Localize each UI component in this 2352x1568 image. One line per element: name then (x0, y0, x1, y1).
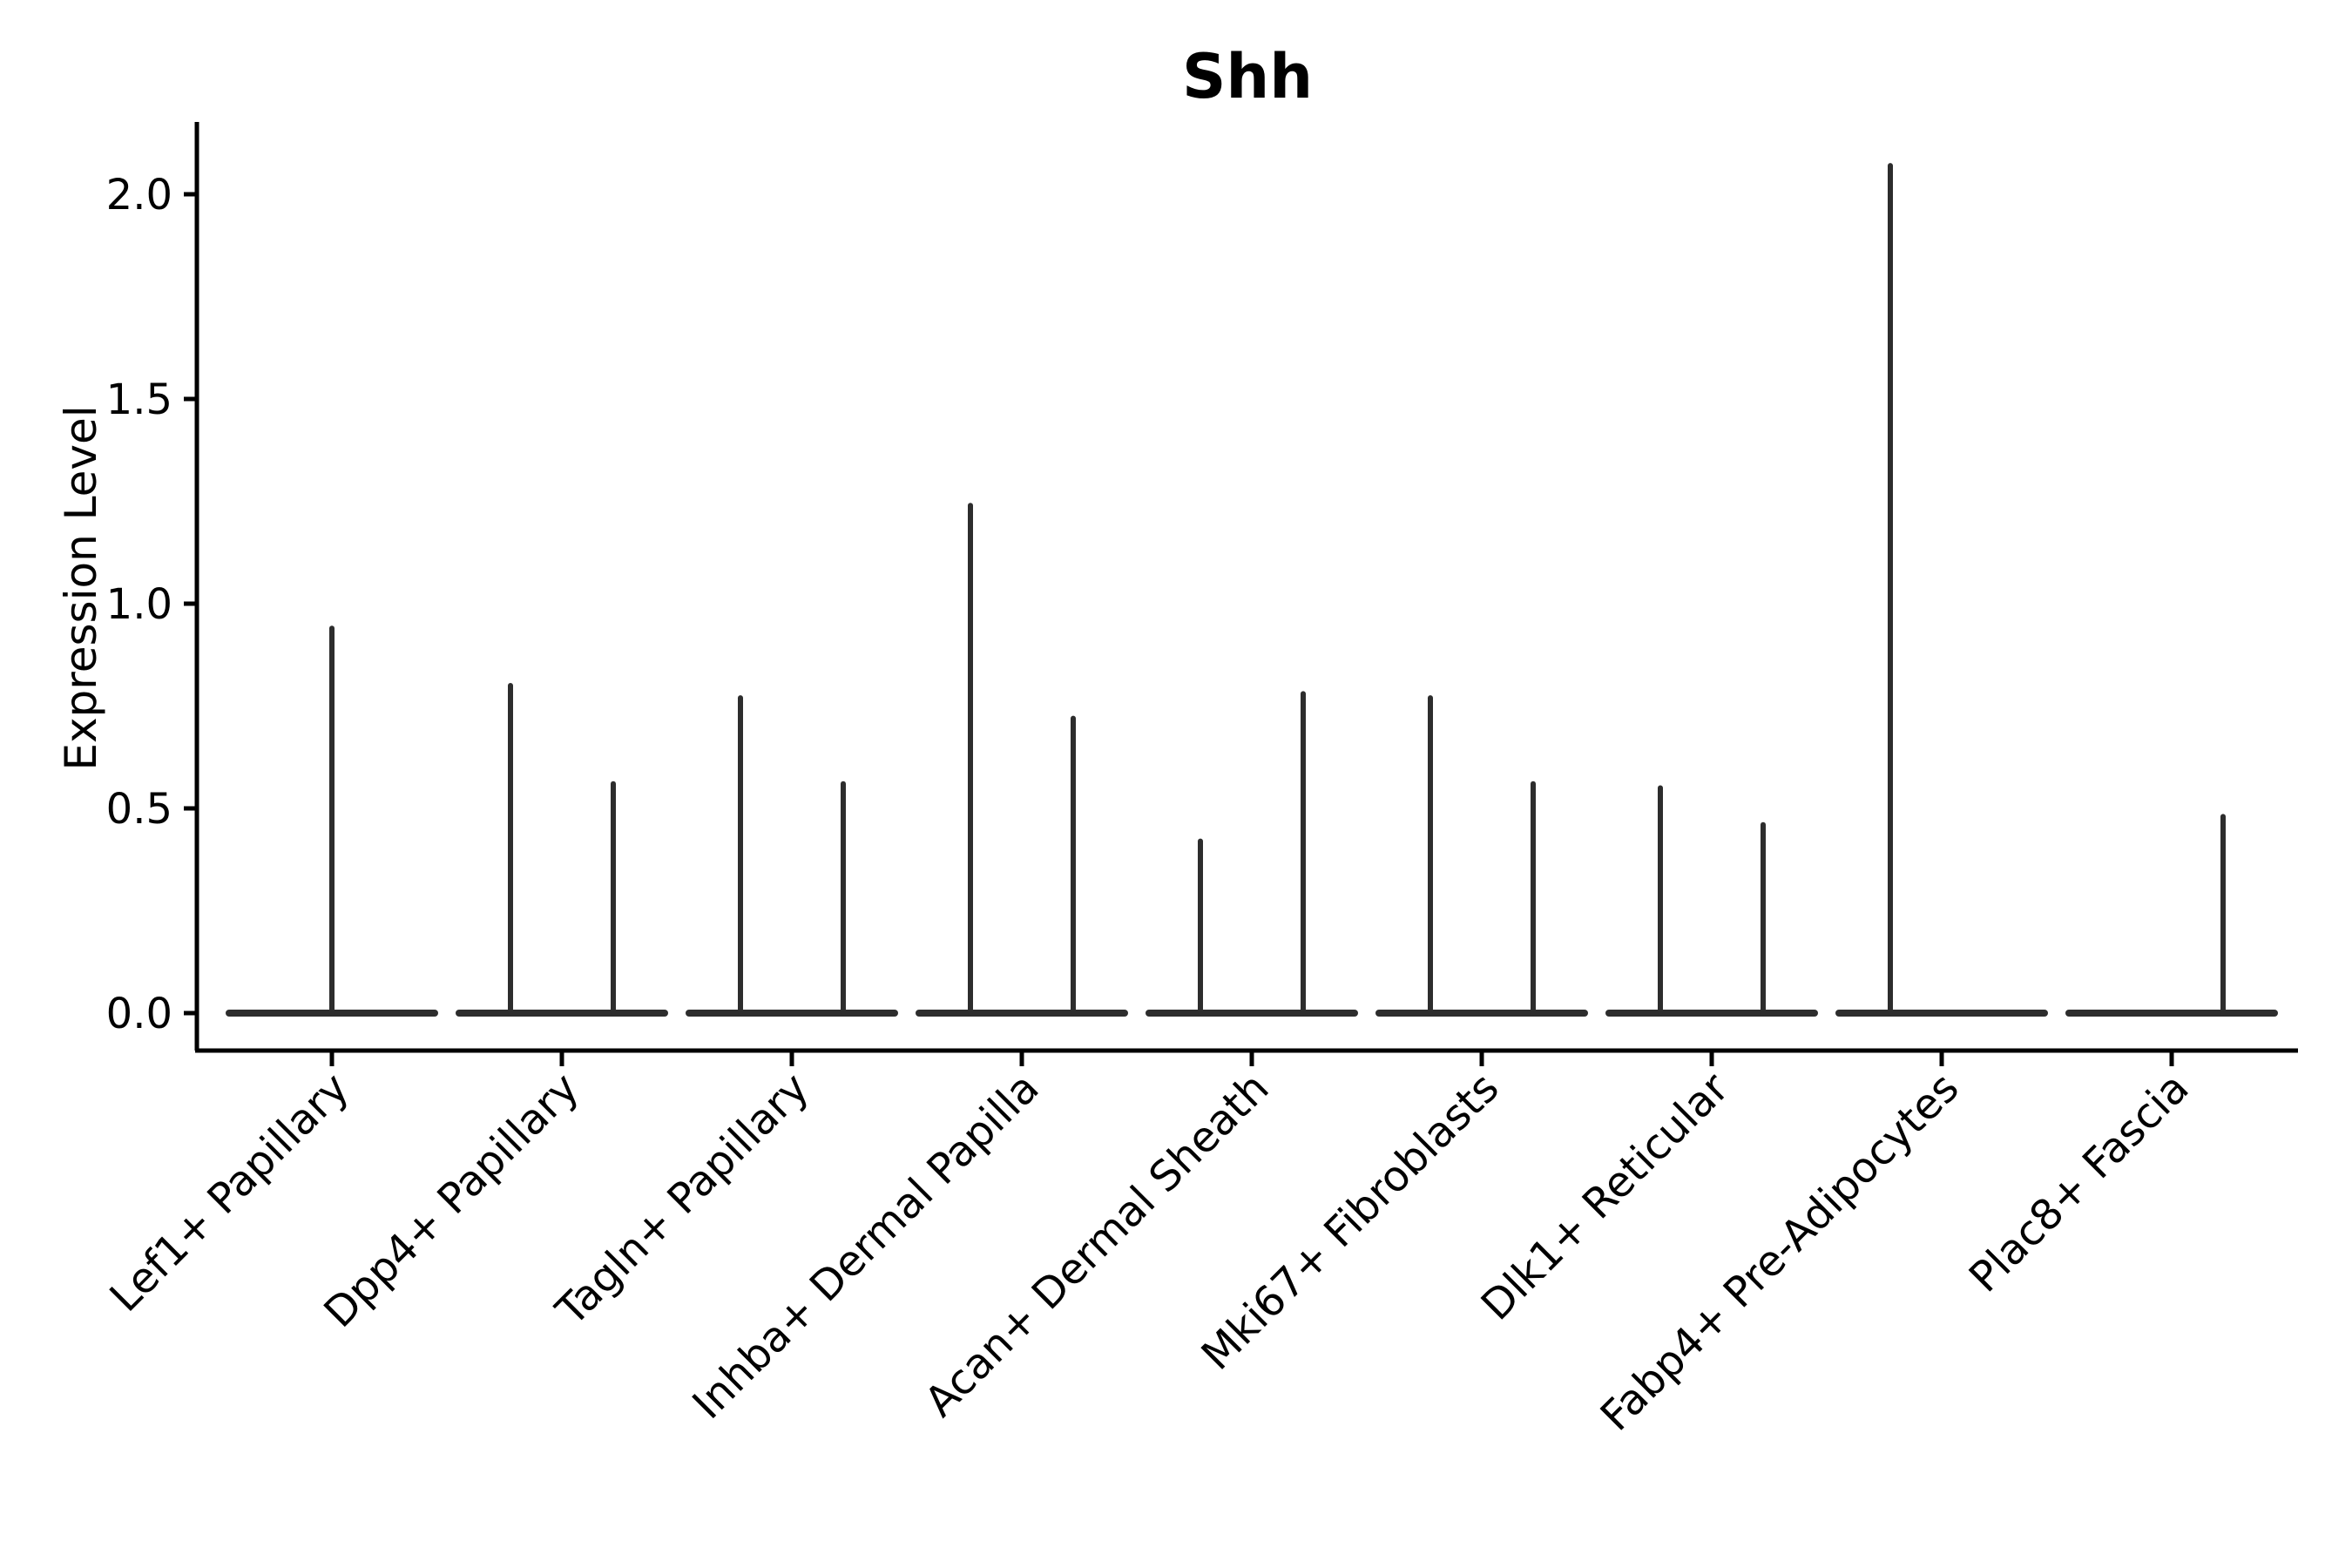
x-tick-label: Tagln+ Papillary (546, 1064, 818, 1335)
y-tick-label: 0.0 (106, 990, 172, 1038)
y-axis-label: Expression Level (56, 405, 106, 770)
y-tick-label: 2.0 (106, 171, 172, 220)
violins-layer (226, 163, 2278, 1017)
y-axis-tick-labels: 0.0 0.5 1.0 1.5 2.0 (106, 171, 172, 1038)
chart-title: Shh (1182, 41, 1313, 112)
y-axis-ticks (184, 192, 197, 1016)
y-tick-label: 0.5 (106, 785, 172, 834)
y-tick-label: 1.5 (106, 375, 172, 424)
x-axis-ticks (329, 1051, 2174, 1066)
x-tick-label: Plac8+ Fascia (1960, 1064, 2199, 1302)
x-tick-label: Lef1+ Papillary (101, 1064, 359, 1321)
x-tick-label: Dpp4+ Papillary (314, 1064, 588, 1337)
y-tick-label: 1.0 (106, 580, 172, 629)
x-tick-label: Dlk1+ Reticular (1472, 1064, 1739, 1330)
